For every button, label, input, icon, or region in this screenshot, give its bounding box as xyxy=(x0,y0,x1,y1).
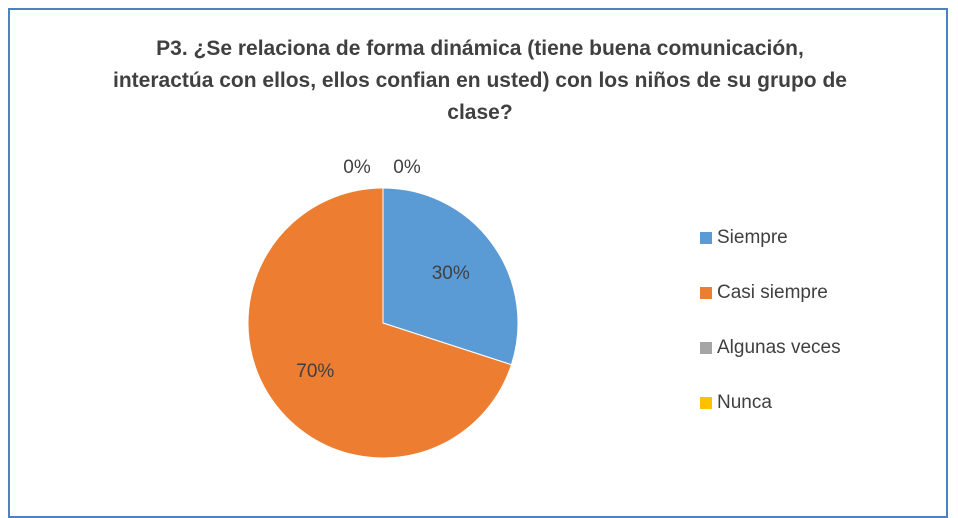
legend-label: Siempre xyxy=(717,227,788,248)
legend-swatch xyxy=(700,397,712,409)
data-label: 30% xyxy=(432,263,470,284)
pie-slice xyxy=(247,187,513,459)
chart-title: P3. ¿Se relaciona de forma dinámica (tie… xyxy=(113,37,847,124)
legend-label: Nunca xyxy=(717,392,772,413)
data-label: 70% xyxy=(296,361,334,382)
data-label: 0% xyxy=(393,157,421,178)
legend-swatch xyxy=(700,232,712,244)
legend-swatch xyxy=(700,287,712,299)
legend-label: Casi siempre xyxy=(717,282,828,303)
pie-slice xyxy=(382,187,519,366)
legend-swatch xyxy=(700,342,712,354)
data-label: 0% xyxy=(343,157,371,178)
legend-label: Algunas veces xyxy=(717,337,841,358)
